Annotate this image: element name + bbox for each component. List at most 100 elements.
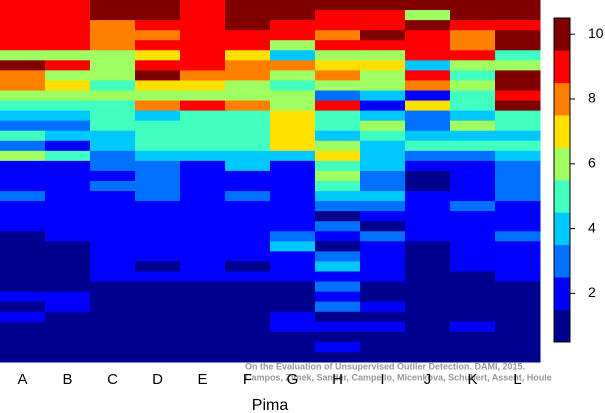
heatmap-cell: [405, 231, 451, 242]
colorbar-tick-label: 6: [588, 155, 596, 171]
heatmap-cell: [450, 271, 496, 283]
heatmap-cell: [135, 60, 181, 71]
heatmap-cell: [225, 301, 271, 313]
heatmap-cell: [405, 271, 451, 283]
heatmap-cell: [360, 170, 406, 182]
heatmap-cell: [180, 0, 226, 11]
heatmap-cell: [225, 20, 271, 31]
heatmap-cell: [135, 150, 181, 162]
heatmap-cell: [225, 170, 271, 182]
heatmap-cell: [315, 130, 361, 142]
heatmap-cell: [315, 20, 361, 31]
heatmap-cell: [315, 10, 361, 21]
heatmap-cell: [270, 271, 316, 283]
heatmap-cell: [90, 30, 136, 41]
heatmap-cell: [270, 311, 316, 323]
heatmap-cell: [180, 80, 226, 91]
heatmap-cell: [225, 251, 271, 262]
heatmap-cell: [225, 10, 271, 21]
heatmap-cell: [225, 261, 271, 272]
colorbar-tick-label: 4: [588, 219, 596, 235]
heatmap-cell: [495, 211, 541, 222]
heatmap-cell: [180, 140, 226, 152]
heatmap-cell: [135, 90, 181, 102]
heatmap-cell: [180, 351, 226, 363]
heatmap-cell: [0, 211, 46, 222]
heatmap-cell: [360, 90, 406, 102]
heatmap-cell: [90, 80, 136, 91]
heatmap-cell: [135, 181, 181, 192]
heatmap-cell: [360, 130, 406, 142]
x-tick-label: A: [17, 371, 27, 388]
heatmap-cell: [90, 221, 136, 232]
heatmap-cell: [360, 140, 406, 152]
heatmap-cell: [450, 160, 496, 172]
x-tick-label: H: [332, 371, 343, 388]
heatmap-cell: [90, 331, 136, 343]
heatmap-cell: [180, 181, 226, 192]
heatmap-cell: [270, 221, 316, 232]
heatmap-cell: [225, 150, 271, 162]
heatmap-cell: [315, 331, 361, 343]
heatmap-cell: [45, 90, 91, 102]
heatmap-cell: [135, 100, 181, 112]
heatmap-cell: [315, 30, 361, 41]
heatmap-cell: [0, 181, 46, 192]
heatmap-cell: [90, 351, 136, 363]
heatmap-cell: [180, 241, 226, 252]
heatmap-cell: [0, 231, 46, 242]
heatmap-cell: [495, 261, 541, 272]
x-tick-label: G: [287, 371, 299, 388]
heatmap-cell: [450, 181, 496, 192]
heatmap-cell: [495, 110, 541, 122]
heatmap-cell: [270, 90, 316, 102]
heatmap-cell: [270, 341, 316, 353]
heatmap-cell: [270, 201, 316, 212]
heatmap-cell: [90, 281, 136, 293]
heatmap-cell: [495, 291, 541, 303]
heatmap-cell: [135, 321, 181, 333]
heatmap-cell: [360, 100, 406, 112]
heatmap-cell: [405, 140, 451, 152]
heatmap-cell: [270, 170, 316, 182]
heatmap-cell: [450, 150, 496, 162]
heatmap-cell: [45, 10, 91, 21]
heatmap-cell: [450, 231, 496, 242]
heatmap-cell: [270, 301, 316, 313]
heatmap-cell: [90, 10, 136, 21]
heatmap-cell: [225, 30, 271, 41]
heatmap-cell: [450, 251, 496, 262]
heatmap-cell: [135, 251, 181, 262]
heatmap-cell: [135, 351, 181, 363]
x-tick-label: B: [62, 371, 72, 388]
heatmap-cell: [495, 341, 541, 353]
heatmap-cell: [90, 231, 136, 242]
heatmap-cell: [405, 251, 451, 262]
heatmap-cell: [180, 341, 226, 353]
heatmap-cell: [315, 221, 361, 232]
heatmap-cell: [315, 261, 361, 272]
heatmap-cell: [225, 351, 271, 363]
heatmap-cell: [315, 201, 361, 212]
heatmap-cell: [45, 211, 91, 222]
heatmap-cell: [405, 301, 451, 313]
heatmap-cell: [90, 120, 136, 132]
heatmap-cell: [135, 80, 181, 91]
heatmap-cell: [360, 150, 406, 162]
heatmap-cell: [180, 271, 226, 283]
heatmap-cell: [135, 70, 181, 81]
heatmap-cell: [0, 170, 46, 182]
heatmap-cell: [0, 331, 46, 343]
heatmap-cell: [270, 251, 316, 262]
heatmap-cell: [225, 130, 271, 142]
heatmap-cell: [495, 90, 541, 102]
heatmap-cell: [225, 60, 271, 71]
x-tick-label: I: [380, 371, 384, 388]
heatmap-cell: [0, 80, 46, 91]
heatmap-cell: [495, 130, 541, 142]
heatmap-cell: [135, 30, 181, 41]
heatmap-cell: [495, 20, 541, 31]
heatmap-cell: [405, 60, 451, 71]
heatmap-cell: [405, 110, 451, 122]
heatmap-cell: [405, 211, 451, 222]
